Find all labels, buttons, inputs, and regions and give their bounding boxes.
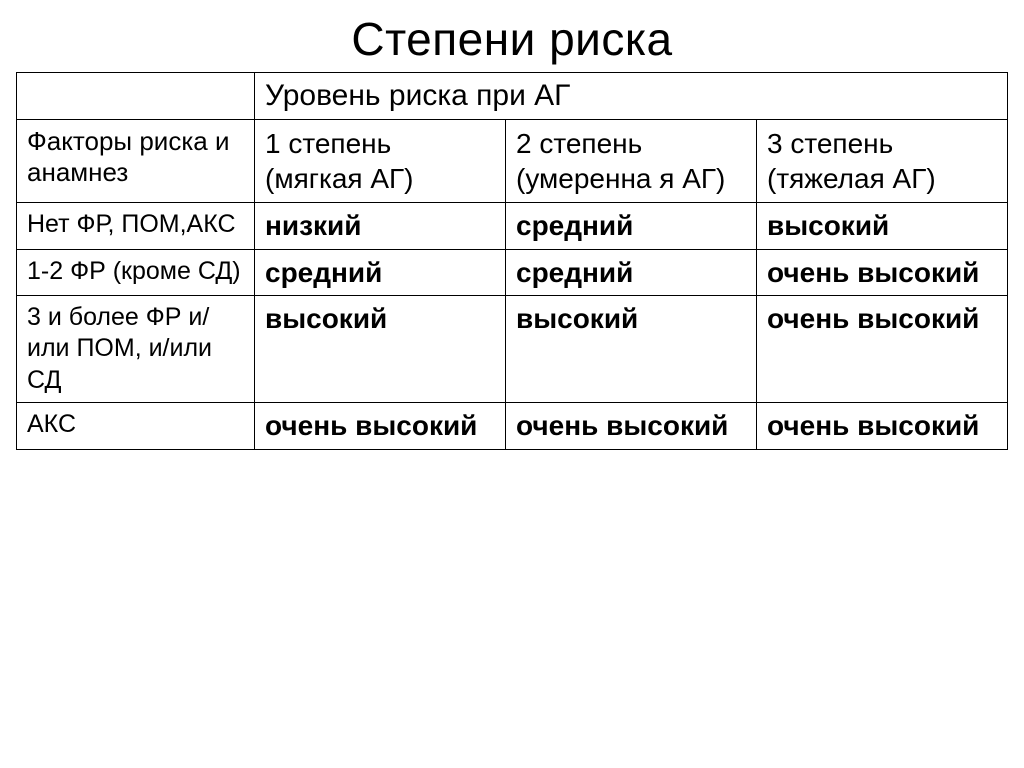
span-header: Уровень риска при АГ (255, 73, 1008, 120)
risk-value: низкий (255, 203, 506, 250)
risk-value: очень высокий (757, 296, 1008, 403)
risk-table: Уровень риска при АГ Факторы риска и ана… (16, 72, 1008, 450)
row-label: АКС (17, 402, 255, 449)
page-title: Степени риска (0, 0, 1024, 72)
table-row: 1-2 ФР (кроме СД) средний средний очень … (17, 249, 1008, 296)
risk-value: очень высокий (255, 402, 506, 449)
risk-value: высокий (506, 296, 757, 403)
risk-value: средний (506, 249, 757, 296)
table-row: АКС очень высокий очень высокий очень вы… (17, 402, 1008, 449)
col-header-2: 2 степень (умеренна я АГ) (506, 120, 757, 203)
page: Степени риска Уровень риска при АГ Факто… (0, 0, 1024, 768)
row-label: Нет ФР, ПОМ,АКС (17, 203, 255, 250)
table-header-row-1: Уровень риска при АГ (17, 73, 1008, 120)
col-header-3: 3 степень (тяжелая АГ) (757, 120, 1008, 203)
table-header-row-2: Факторы риска и анамнез 1 степень (мягка… (17, 120, 1008, 203)
risk-value: очень высокий (506, 402, 757, 449)
risk-value: высокий (255, 296, 506, 403)
table-row: 3 и более ФР и/или ПОМ, и/или СД высокий… (17, 296, 1008, 403)
col-header-1: 1 степень (мягкая АГ) (255, 120, 506, 203)
risk-value: высокий (757, 203, 1008, 250)
corner-empty (17, 73, 255, 120)
risk-value: очень высокий (757, 249, 1008, 296)
table-row: Нет ФР, ПОМ,АКС низкий средний высокий (17, 203, 1008, 250)
row-label: 3 и более ФР и/или ПОМ, и/или СД (17, 296, 255, 403)
row-label: 1-2 ФР (кроме СД) (17, 249, 255, 296)
risk-value: очень высокий (757, 402, 1008, 449)
risk-value: средний (255, 249, 506, 296)
corner-label: Факторы риска и анамнез (17, 120, 255, 203)
risk-value: средний (506, 203, 757, 250)
